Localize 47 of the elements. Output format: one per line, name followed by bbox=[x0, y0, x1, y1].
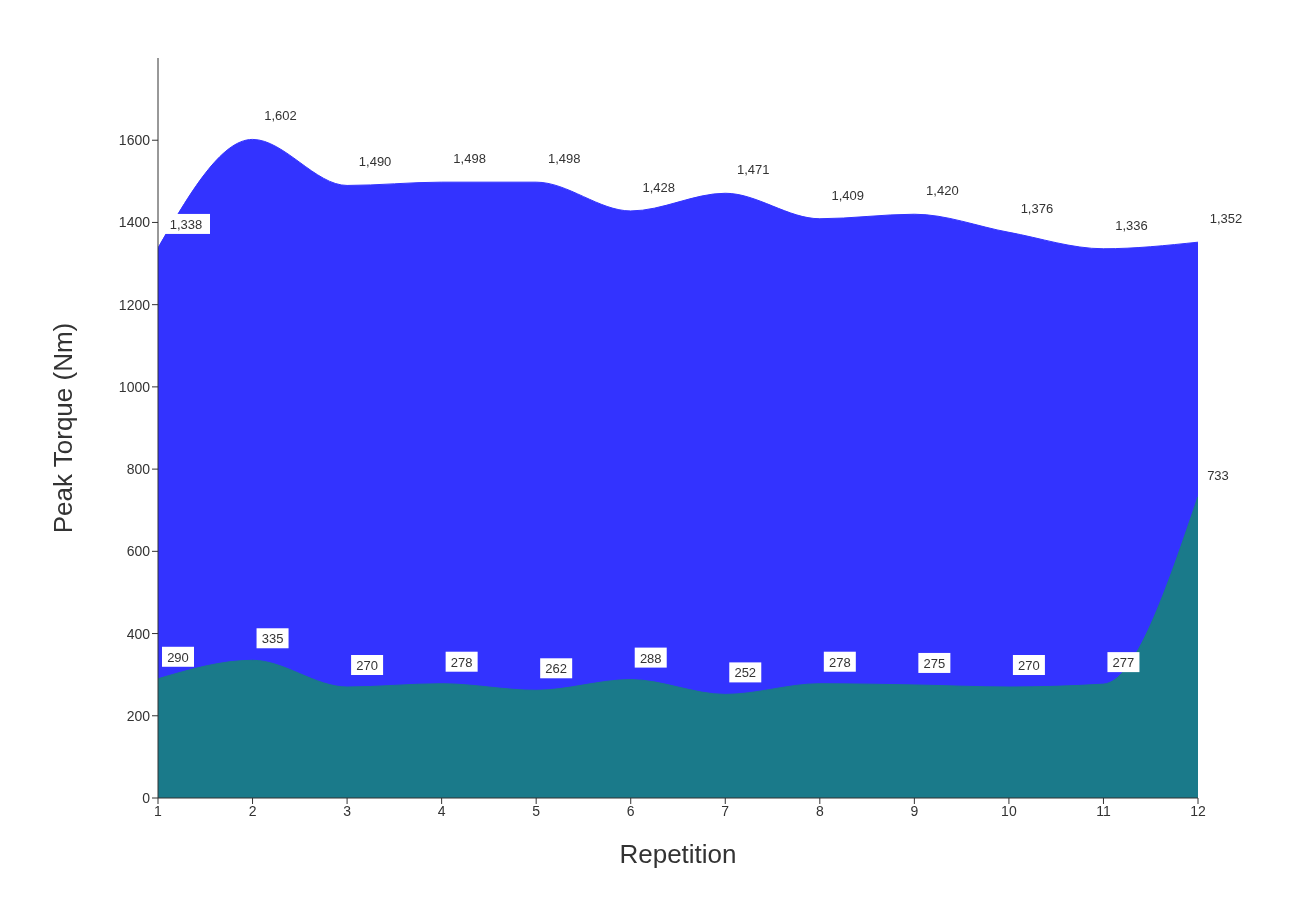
data-label: 278 bbox=[450, 654, 473, 670]
data-label: 1,420 bbox=[926, 183, 959, 199]
x-tick-label: 5 bbox=[532, 802, 541, 819]
data-label: 278 bbox=[828, 654, 851, 670]
data-label: 1,338 bbox=[169, 216, 203, 232]
data-label: 1,498 bbox=[453, 151, 486, 167]
data-label: 270 bbox=[1018, 658, 1040, 673]
x-tick-label: 6 bbox=[626, 802, 635, 819]
data-label: 335 bbox=[261, 631, 284, 647]
x-tick-label: 3 bbox=[343, 802, 352, 819]
data-label: 262 bbox=[545, 661, 568, 677]
y-tick-label: 200 bbox=[126, 707, 151, 724]
x-tick-label: 2 bbox=[248, 802, 257, 819]
y-tick-label: 800 bbox=[126, 461, 151, 478]
data-label: 1,471 bbox=[737, 162, 770, 178]
data-label: 252 bbox=[734, 665, 757, 681]
data-label: 1,352 bbox=[1209, 211, 1243, 227]
data-label: 1,490 bbox=[358, 154, 392, 170]
data-label: 275 bbox=[923, 655, 946, 671]
y-tick-label: 0 bbox=[142, 789, 151, 806]
data-label: 288 bbox=[639, 650, 662, 666]
y-tick-label: 400 bbox=[126, 625, 151, 642]
x-tick-label: 1 bbox=[154, 802, 163, 819]
x-tick-label: 4 bbox=[437, 802, 446, 819]
y-tick-label: 600 bbox=[126, 543, 151, 560]
data-label: 1,336 bbox=[1115, 217, 1148, 233]
x-tick-label: 9 bbox=[910, 802, 919, 819]
data-label: 290 bbox=[167, 649, 189, 665]
x-tick-label: 11 bbox=[1096, 802, 1111, 819]
x-tick-label: 12 bbox=[1190, 802, 1206, 819]
x-tick-label: 10 bbox=[1001, 802, 1017, 819]
data-label: 1,602 bbox=[264, 108, 297, 124]
data-label: 277 bbox=[1112, 655, 1135, 671]
data-label: 1,409 bbox=[831, 187, 865, 203]
y-tick-label: 1400 bbox=[118, 214, 151, 231]
x-tick-label: 7 bbox=[721, 802, 730, 819]
data-label: 270 bbox=[356, 658, 378, 673]
x-tick-label: 8 bbox=[815, 802, 824, 819]
data-label: 1,498 bbox=[547, 151, 581, 167]
y-axis-title: Peak Torque (Nm) bbox=[48, 322, 79, 534]
x-axis-title: Repetition bbox=[619, 839, 737, 869]
y-tick-label: 1000 bbox=[118, 378, 151, 395]
data-label: 1,376 bbox=[1020, 201, 1054, 217]
data-label: 733 bbox=[1207, 467, 1229, 483]
data-label: 1,428 bbox=[642, 179, 675, 195]
y-tick-label: 1200 bbox=[118, 296, 151, 313]
y-tick-label: 1600 bbox=[118, 132, 151, 149]
